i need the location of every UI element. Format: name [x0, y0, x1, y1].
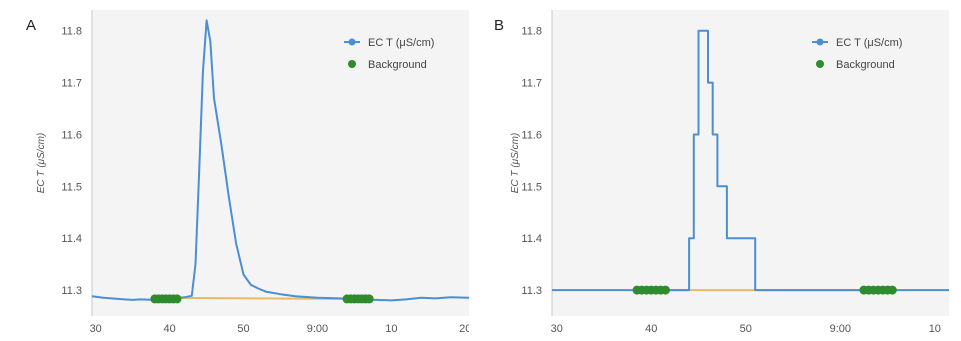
chart-0-y-tick-label: 11.6 [61, 129, 82, 141]
chart-0-y-tick-label: 11.8 [61, 26, 82, 38]
chart-0-y-tick-label: 11.7 [61, 78, 82, 90]
chart-1-x-tick-label: 50 [740, 323, 752, 335]
chart-1-legend-label: Background [836, 59, 895, 71]
chart-1-y-tick-label: 11.8 [521, 26, 542, 38]
chart-0-x-tick-label: 40 [163, 323, 175, 335]
chart-1-y-tick-label: 11.7 [521, 78, 542, 90]
chart-0-plot-area [92, 10, 469, 316]
chart-1-x-tick-label: 30 [551, 323, 563, 335]
chart-1-panel-label: B [494, 17, 504, 34]
chart-1-y-tick-label: 11.6 [521, 129, 542, 141]
chart-1-legend-marker [816, 38, 824, 46]
chart-1-series-line [552, 29, 949, 292]
chart-1-x-tick-label: 40 [645, 323, 657, 335]
chart-0-background-point [364, 294, 374, 304]
chart-1-y-tick-label: 11.5 [521, 181, 542, 193]
chart-1-plot-area [552, 10, 949, 316]
chart-0-y-tick-label: 11.5 [61, 181, 82, 193]
chart-0-x-tick-label: 50 [237, 323, 249, 335]
chart-0-x-tick-label: 20 [459, 323, 469, 335]
chart-0-x-tick-label: 30 [90, 323, 102, 335]
chart-0-y-tick-label: 11.3 [61, 285, 82, 297]
chart-1-y-tick-label: 11.4 [521, 233, 542, 245]
chart-0-legend-marker [348, 38, 356, 46]
chart-1-x-tick-label: 9:00 [830, 323, 851, 335]
chart-0-x-tick-label: 9:00 [307, 323, 328, 335]
chart-b-svg: B 11.3 11.4 11.5 11.6 11.7 11.8 30 40 50 9:00 10 EC … [494, 10, 949, 335]
chart-0-x-tick-label: 10 [385, 323, 397, 335]
chart-0-panel-label: A [26, 17, 36, 34]
chart-1-background-point [887, 285, 897, 295]
chart-panel-b: B 11.3 11.4 11.5 11.6 11.7 11.8 30 40 50 9:00 10 EC … [490, 6, 955, 336]
chart-0-y-axis-label: EC T (μS/cm) [36, 133, 47, 193]
chart-0-y-tick-label: 11.4 [61, 233, 82, 245]
chart-1-y-axis-label: EC T (μS/cm) [510, 133, 521, 193]
chart-a-svg: A 11.3 11.4 11.5 11.6 11.7 11.8 30 40 50 9:00 10 20 E… [26, 10, 469, 335]
chart-panel-a: A 11.3 11.4 11.5 11.6 11.7 11.8 30 40 50 9:00 10 20 E… [4, 6, 469, 336]
chart-0-legend-label: Background [368, 59, 427, 71]
chart-1-background-point [660, 285, 670, 295]
chart-1-legend-marker [816, 60, 824, 68]
chart-1-legend-label: EC T (μS/cm) [836, 37, 902, 49]
chart-0-legend-label: EC T (μS/cm) [368, 37, 434, 49]
chart-0-legend-marker [348, 60, 356, 68]
chart-1-y-tick-label: 11.3 [521, 285, 542, 297]
chart-0-background-point [172, 294, 182, 304]
chart-1-x-tick-label: 10 [929, 323, 941, 335]
